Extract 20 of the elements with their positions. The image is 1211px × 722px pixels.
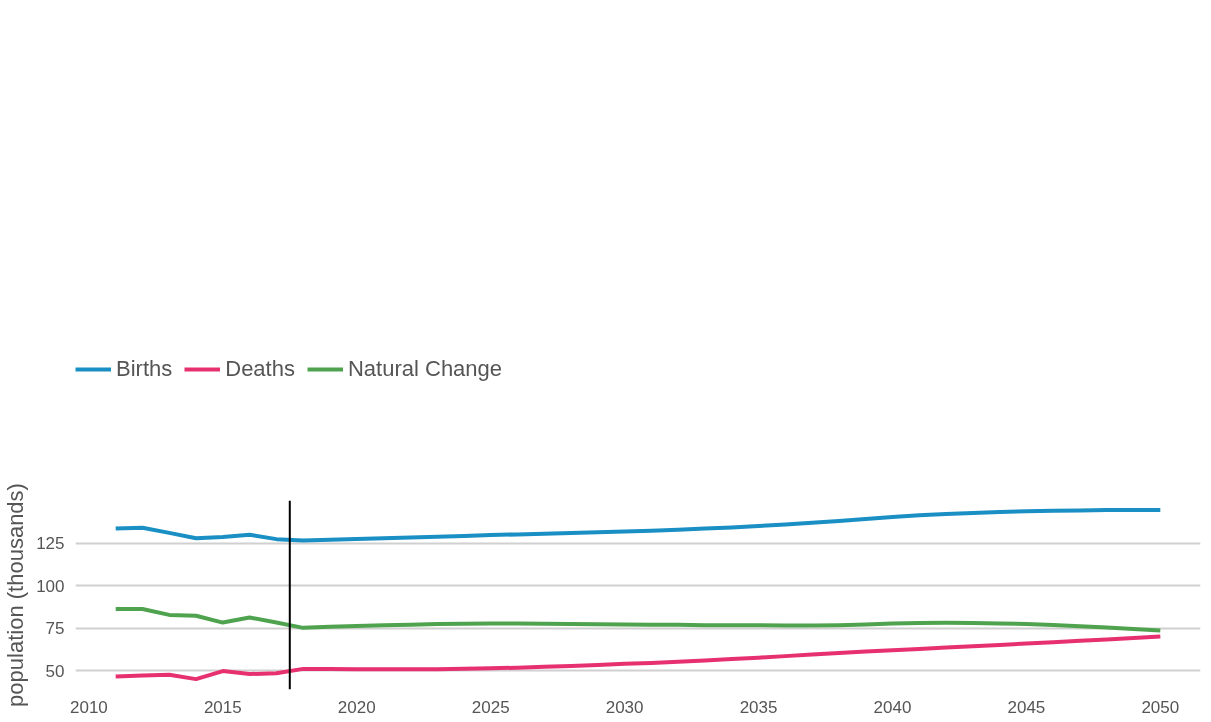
line-series bbox=[113, 634, 1163, 682]
x-tick-label: 2025 bbox=[471, 697, 510, 717]
legend-label: Deaths bbox=[225, 355, 295, 382]
x-tick-label: 2035 bbox=[739, 697, 778, 717]
line-series bbox=[113, 606, 1163, 633]
x-tick-label: 2030 bbox=[605, 697, 644, 717]
y-tick-label: 75 bbox=[45, 619, 65, 639]
y-tick-label: 125 bbox=[36, 534, 65, 554]
y-tick-label: 50 bbox=[45, 661, 65, 681]
x-tick-label: 2040 bbox=[873, 697, 912, 717]
legend-label: Natural Change bbox=[347, 355, 503, 382]
y-tick-label: 100 bbox=[36, 576, 65, 596]
line-series bbox=[113, 508, 1163, 543]
x-tick-label: 2045 bbox=[1007, 697, 1046, 717]
x-tick-label: 2050 bbox=[1141, 697, 1180, 717]
x-tick-label: 2020 bbox=[337, 697, 376, 717]
x-tick-label: 2015 bbox=[203, 697, 242, 717]
legend-label: Births bbox=[116, 355, 173, 382]
x-tick-label: 2010 bbox=[69, 697, 108, 717]
y-axis-title: population (thousands) bbox=[3, 483, 29, 707]
